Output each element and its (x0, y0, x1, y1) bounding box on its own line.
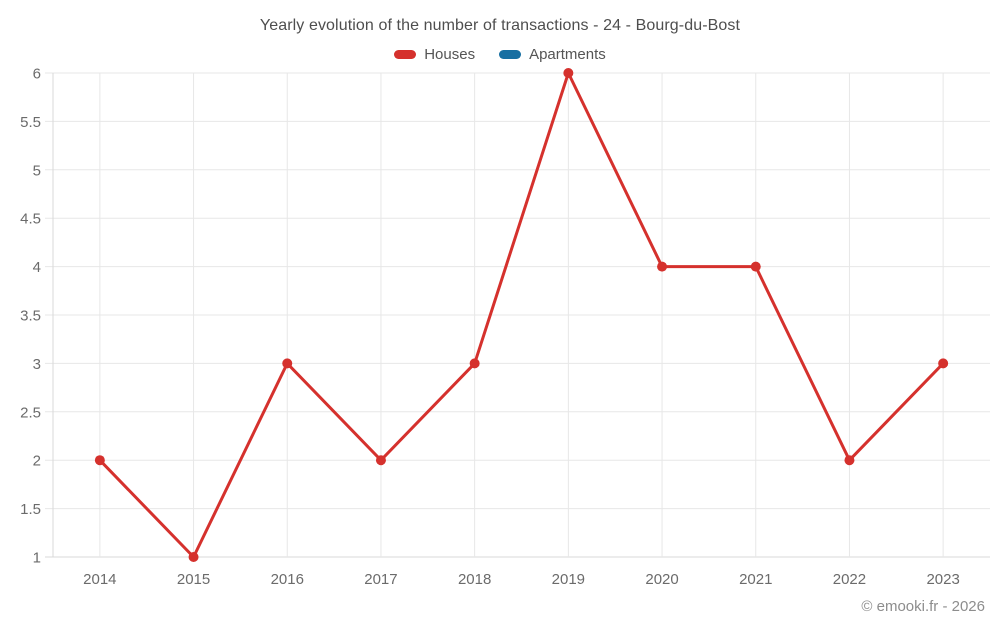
x-tick-label: 2021 (739, 571, 772, 588)
legend-label: Houses (424, 46, 476, 63)
legend-item-houses[interactable]: Houses (394, 46, 475, 63)
x-tick-label: 2020 (645, 571, 678, 588)
data-point-houses-2019[interactable] (563, 68, 574, 78)
x-tick-label: 2022 (833, 571, 866, 588)
houses-line (98, 71, 945, 559)
y-tick-label: 5.5 (20, 114, 41, 131)
y-tick-label: 1 (33, 550, 41, 567)
y-tick-label: 6 (33, 66, 41, 83)
chart-title: Yearly evolution of the number of transa… (259, 17, 741, 34)
data-point-houses-2016[interactable] (282, 358, 293, 369)
data-point-houses-2014[interactable] (94, 455, 105, 466)
legend-label: Apartments (529, 46, 606, 63)
data-point-houses-2021[interactable] (750, 261, 761, 272)
y-tick-label: 4.5 (20, 211, 41, 228)
legend-swatch-houses (394, 50, 417, 59)
y-tick-label: 5 (33, 162, 41, 179)
legend-item-apartments[interactable]: Apartments (499, 46, 606, 63)
x-tick-label: 2019 (552, 571, 585, 588)
y-tick-label: 1.5 (20, 501, 41, 518)
y-tick-label: 3 (33, 356, 41, 373)
data-point-houses-2020[interactable] (657, 261, 668, 272)
data-point-houses-2022[interactable] (844, 455, 855, 466)
data-point-houses-2017[interactable] (375, 455, 386, 466)
data-point-houses-2018[interactable] (469, 358, 480, 369)
y-tick-label: 3.5 (20, 308, 41, 325)
x-tick-label: 2016 (271, 571, 304, 588)
data-point-houses-2015[interactable] (188, 552, 199, 562)
x-tick-label: 2015 (177, 571, 210, 588)
chart-legend: Houses Apartments (0, 46, 1000, 63)
data-point-houses-2023[interactable] (938, 358, 949, 369)
x-tick-label: 2017 (364, 571, 397, 588)
y-tick-label: 4 (33, 259, 41, 276)
y-tick-label: 2.5 (20, 404, 41, 421)
copyright-credit: © emooki.fr - 2026 (861, 598, 985, 615)
x-tick-label: 2018 (458, 571, 491, 588)
legend-swatch-apartments (499, 50, 522, 59)
x-tick-label: 2023 (926, 571, 959, 588)
y-tick-label: 2 (33, 453, 41, 470)
x-tick-label: 2014 (83, 571, 116, 588)
